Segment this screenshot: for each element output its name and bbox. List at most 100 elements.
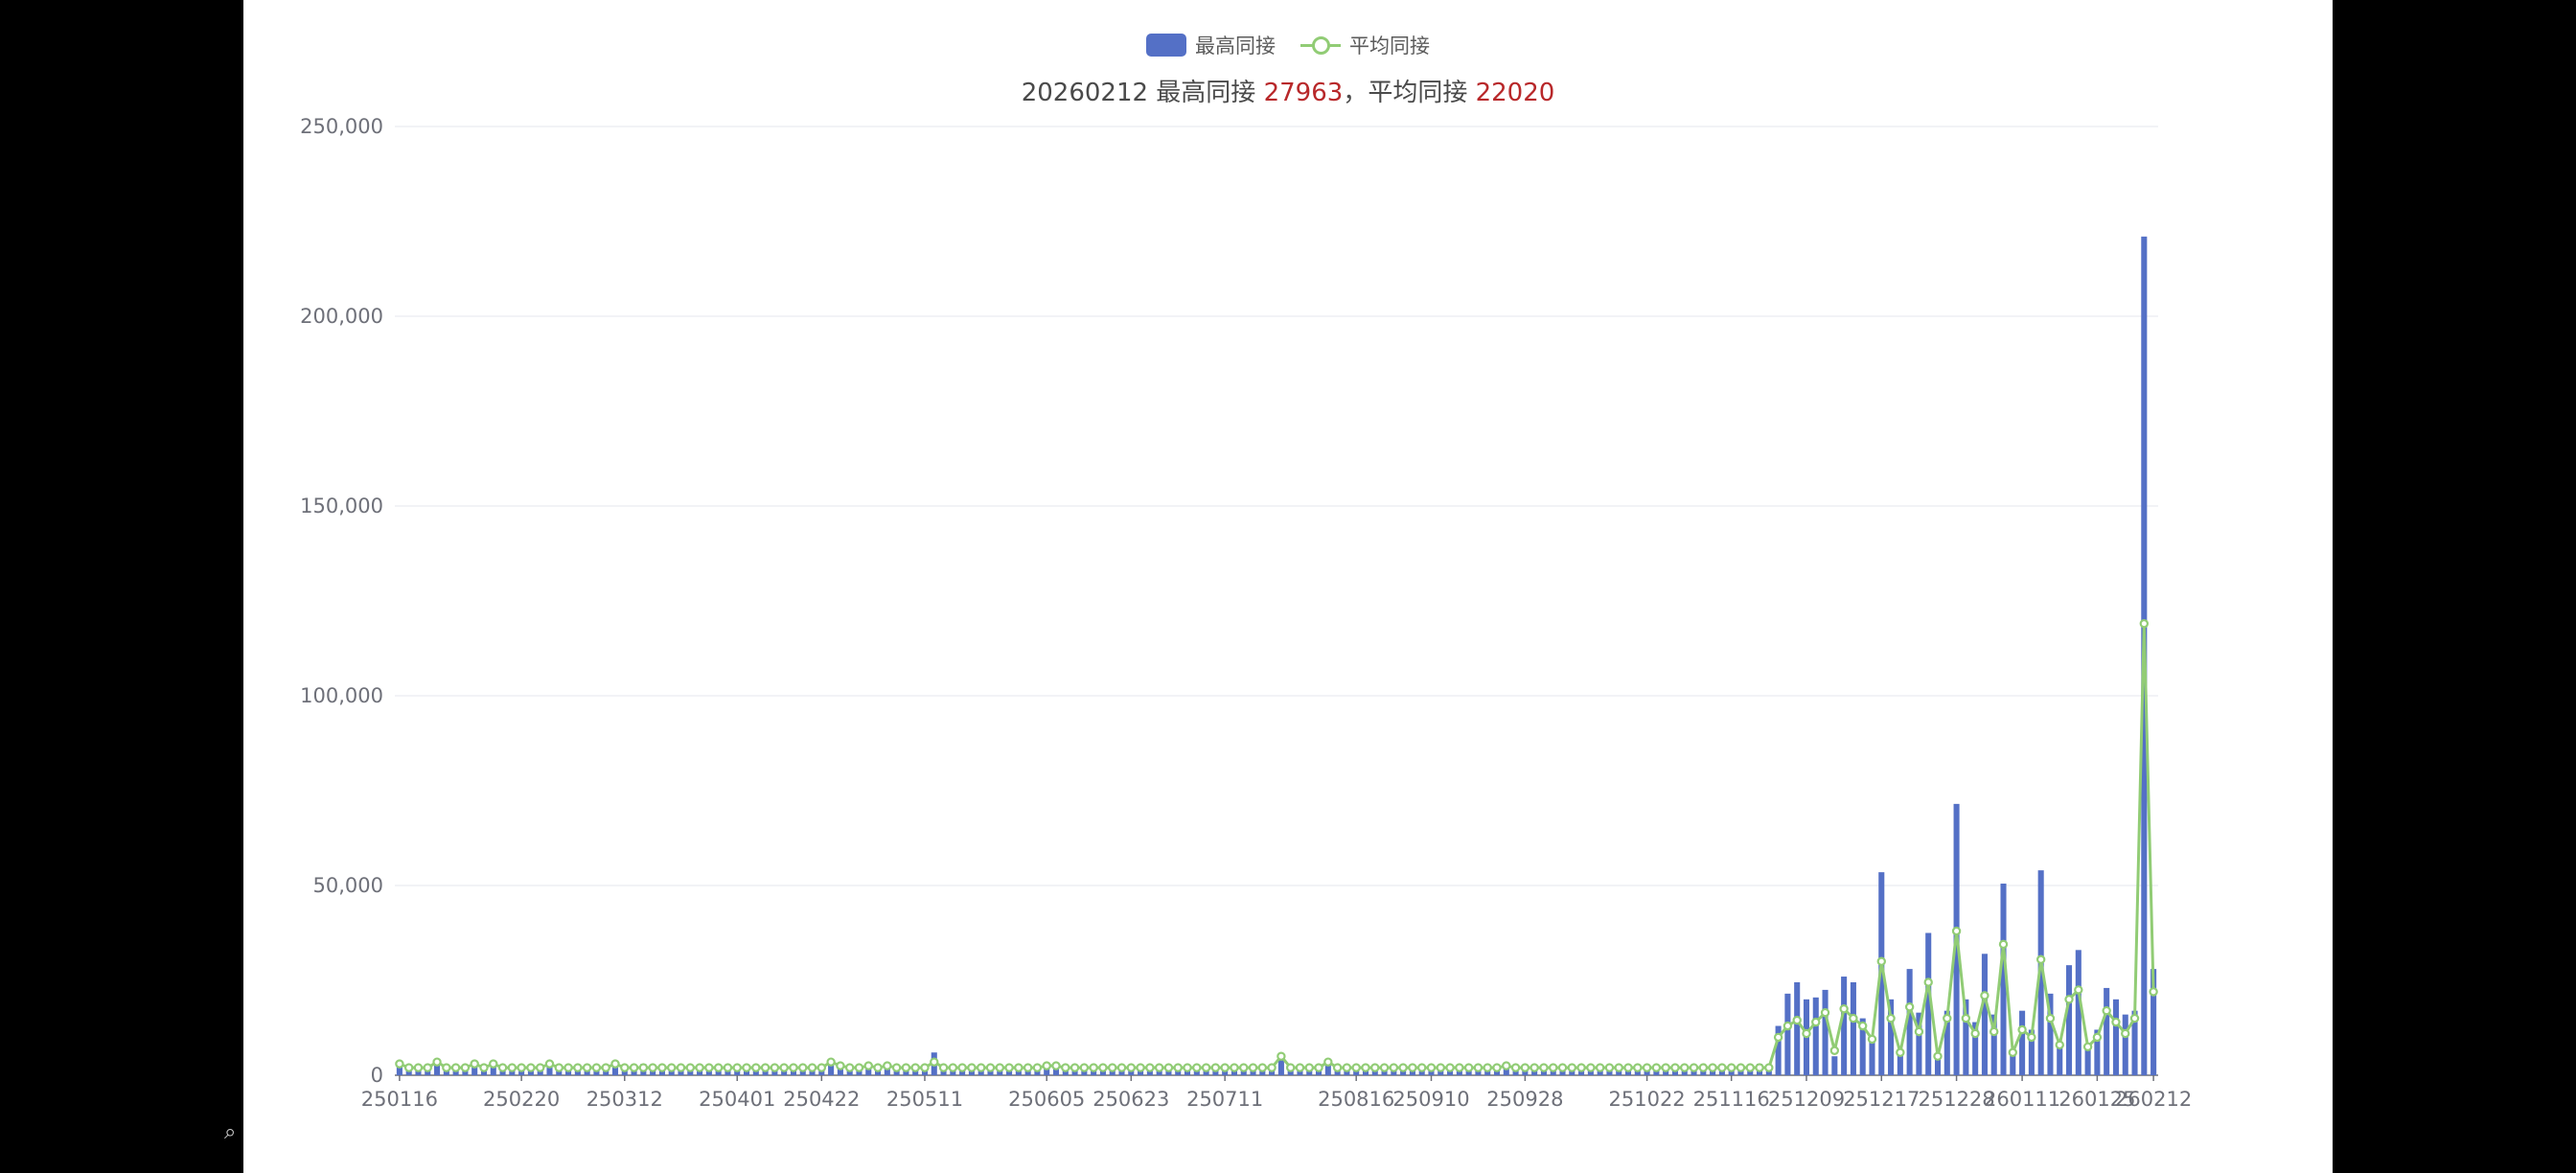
avg-point[interactable]: [517, 1063, 526, 1072]
avg-point[interactable]: [854, 1063, 864, 1072]
avg-point[interactable]: [1539, 1063, 1549, 1072]
bar[interactable]: [2010, 1052, 2016, 1075]
bar[interactable]: [1981, 954, 1988, 1075]
avg-point[interactable]: [1642, 1063, 1652, 1072]
avg-point[interactable]: [863, 1061, 873, 1070]
avg-point[interactable]: [450, 1063, 461, 1072]
avg-point[interactable]: [807, 1063, 817, 1072]
avg-point[interactable]: [1933, 1051, 1943, 1061]
avg-point[interactable]: [1586, 1063, 1596, 1072]
bar[interactable]: [1052, 1066, 1060, 1075]
bar[interactable]: [884, 1068, 890, 1075]
avg-point[interactable]: [1089, 1063, 1098, 1072]
bar[interactable]: [1850, 981, 1856, 1075]
bar[interactable]: [1859, 1018, 1866, 1075]
avg-point[interactable]: [1876, 956, 1886, 966]
avg-point[interactable]: [1839, 1003, 1849, 1014]
avg-point[interactable]: [1201, 1063, 1211, 1072]
avg-point[interactable]: [1463, 1063, 1474, 1072]
avg-point[interactable]: [1961, 1013, 1971, 1024]
avg-point[interactable]: [891, 1063, 902, 1072]
bar[interactable]: [1990, 1014, 1997, 1075]
avg-point[interactable]: [1896, 1047, 1905, 1057]
avg-point[interactable]: [873, 1063, 883, 1072]
avg-point[interactable]: [1680, 1063, 1690, 1072]
avg-point[interactable]: [497, 1063, 508, 1072]
avg-point[interactable]: [713, 1063, 724, 1072]
avg-point[interactable]: [920, 1063, 930, 1072]
avg-point[interactable]: [1014, 1063, 1024, 1072]
avg-point[interactable]: [1820, 1007, 1830, 1018]
avg-point[interactable]: [1379, 1063, 1390, 1072]
avg-point[interactable]: [1708, 1063, 1717, 1072]
avg-point[interactable]: [2017, 1024, 2027, 1035]
avg-point[interactable]: [489, 1059, 498, 1069]
bar[interactable]: [1916, 1012, 1922, 1075]
avg-point[interactable]: [1651, 1063, 1662, 1072]
avg-point[interactable]: [1633, 1063, 1643, 1072]
avg-point[interactable]: [1502, 1061, 1511, 1070]
avg-point[interactable]: [2027, 1032, 2036, 1043]
avg-point[interactable]: [432, 1057, 442, 1067]
avg-point[interactable]: [1970, 1028, 1980, 1039]
bar[interactable]: [1784, 993, 1791, 1075]
avg-point[interactable]: [2082, 1042, 2093, 1052]
bar[interactable]: [2047, 993, 2054, 1075]
avg-point[interactable]: [1549, 1063, 1558, 1072]
avg-point[interactable]: [1773, 1032, 1783, 1043]
bar[interactable]: [2065, 965, 2073, 1075]
avg-point[interactable]: [1323, 1057, 1333, 1067]
avg-point[interactable]: [657, 1063, 667, 1072]
avg-point[interactable]: [977, 1063, 986, 1072]
avg-point[interactable]: [1361, 1063, 1370, 1072]
avg-point[interactable]: [957, 1063, 967, 1072]
avg-point[interactable]: [1136, 1063, 1145, 1072]
avg-point[interactable]: [1257, 1063, 1268, 1072]
avg-point[interactable]: [1389, 1063, 1399, 1072]
avg-point[interactable]: [2129, 1013, 2140, 1024]
avg-point[interactable]: [1492, 1063, 1502, 1072]
avg-point[interactable]: [2111, 1017, 2121, 1027]
avg-point[interactable]: [1764, 1063, 1774, 1072]
avg-point[interactable]: [1408, 1063, 1417, 1072]
bar[interactable]: [1888, 999, 1895, 1075]
avg-point[interactable]: [1455, 1063, 1464, 1072]
avg-point[interactable]: [816, 1063, 827, 1072]
avg-point[interactable]: [1623, 1063, 1633, 1072]
avg-point[interactable]: [1802, 1028, 1811, 1039]
avg-point[interactable]: [1698, 1063, 1709, 1072]
avg-point[interactable]: [1267, 1063, 1276, 1072]
avg-point[interactable]: [629, 1063, 639, 1072]
bar[interactable]: [1324, 1060, 1331, 1075]
avg-point[interactable]: [1792, 1015, 1802, 1025]
bar[interactable]: [1972, 1022, 1979, 1075]
avg-point[interactable]: [1004, 1063, 1014, 1072]
avg-point[interactable]: [1510, 1063, 1521, 1072]
avg-point[interactable]: [1557, 1063, 1568, 1072]
avg-point[interactable]: [1530, 1063, 1539, 1072]
avg-point[interactable]: [1370, 1063, 1380, 1072]
bar[interactable]: [1831, 1056, 1838, 1075]
avg-point[interactable]: [1445, 1063, 1455, 1072]
bar[interactable]: [1963, 999, 1969, 1075]
search-icon[interactable]: ⌕: [224, 1120, 237, 1144]
bar[interactable]: [611, 1066, 619, 1075]
avg-point[interactable]: [695, 1063, 704, 1072]
avg-point[interactable]: [723, 1063, 733, 1072]
avg-point[interactable]: [1595, 1063, 1605, 1072]
bar[interactable]: [2000, 884, 2007, 1075]
avg-point[interactable]: [526, 1063, 536, 1072]
avg-point[interactable]: [1051, 1061, 1061, 1070]
avg-point[interactable]: [751, 1063, 761, 1072]
avg-point[interactable]: [1351, 1063, 1361, 1072]
avg-point[interactable]: [985, 1063, 996, 1072]
bar[interactable]: [2028, 1029, 2035, 1075]
bar[interactable]: [1812, 997, 1819, 1075]
avg-point[interactable]: [1849, 1013, 1858, 1024]
avg-point[interactable]: [1295, 1063, 1305, 1072]
avg-point[interactable]: [967, 1063, 977, 1072]
bar[interactable]: [1044, 1068, 1050, 1075]
avg-point[interactable]: [1276, 1051, 1286, 1061]
avg-point[interactable]: [610, 1059, 620, 1069]
avg-point[interactable]: [1782, 1021, 1793, 1031]
